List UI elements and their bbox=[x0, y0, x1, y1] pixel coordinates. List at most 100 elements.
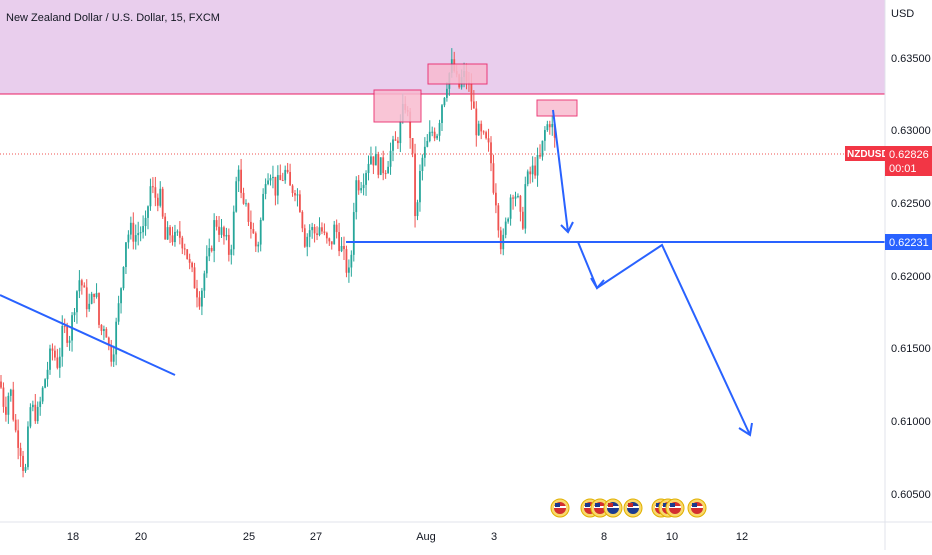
candle-body bbox=[492, 163, 495, 193]
candle-body bbox=[524, 184, 527, 229]
price-tick: 0.61500 bbox=[891, 343, 931, 355]
candle-body bbox=[232, 211, 235, 250]
projection-path[interactable] bbox=[577, 241, 751, 436]
projection-arrow[interactable] bbox=[552, 109, 569, 233]
top-marker-box[interactable] bbox=[373, 89, 422, 123]
candle-body bbox=[227, 234, 230, 255]
candle-body bbox=[110, 345, 113, 362]
au-flag-icon[interactable] bbox=[623, 498, 643, 518]
candle-body bbox=[367, 163, 370, 174]
candle-body bbox=[546, 124, 549, 131]
candle-body bbox=[443, 97, 446, 106]
trend-line[interactable] bbox=[0, 294, 176, 376]
candle-body bbox=[208, 247, 211, 257]
candle-body bbox=[389, 150, 392, 167]
candle-body bbox=[80, 280, 83, 286]
candle-body bbox=[83, 285, 86, 288]
time-tick: 12 bbox=[736, 531, 748, 543]
candle-body bbox=[531, 165, 534, 175]
top-marker-box[interactable] bbox=[427, 63, 488, 85]
candle-body bbox=[49, 348, 51, 370]
economic-events[interactable] bbox=[550, 498, 707, 518]
candle-body bbox=[193, 267, 196, 289]
candle-body bbox=[58, 356, 61, 368]
price-tick: 0.63000 bbox=[891, 125, 931, 137]
us-flag-icon[interactable] bbox=[665, 498, 685, 518]
candle-body bbox=[107, 337, 110, 346]
candle-body bbox=[98, 293, 100, 325]
support-level-value: 0.62231 bbox=[889, 237, 929, 249]
candle-body bbox=[360, 188, 363, 191]
candle-body bbox=[198, 297, 201, 307]
candle-body bbox=[399, 121, 402, 144]
candle-body bbox=[242, 192, 245, 204]
chart-title: New Zealand Dollar / U.S. Dollar, 15, FX… bbox=[6, 12, 220, 24]
candle-body bbox=[291, 185, 294, 194]
candle-body bbox=[9, 389, 12, 396]
candle-body bbox=[541, 140, 544, 157]
candle-body bbox=[431, 131, 434, 133]
candle-body bbox=[19, 447, 22, 456]
candle-body bbox=[397, 140, 399, 144]
candle-body bbox=[93, 293, 95, 297]
candle-body bbox=[352, 212, 355, 255]
candle-body bbox=[73, 312, 76, 316]
price-tick: 0.62500 bbox=[891, 198, 931, 210]
candle-body bbox=[264, 184, 267, 194]
candle-body bbox=[544, 130, 546, 141]
candle-body bbox=[394, 139, 397, 141]
candle-body bbox=[215, 220, 218, 227]
candle-body bbox=[2, 387, 5, 407]
candle-body bbox=[536, 155, 539, 176]
symbol-tag-label: NZDUSD bbox=[847, 149, 889, 160]
candle-body bbox=[250, 221, 252, 230]
time-tick: 8 bbox=[601, 531, 607, 543]
candle-body bbox=[78, 280, 81, 292]
candle-body bbox=[482, 131, 485, 133]
candle-body bbox=[7, 395, 10, 415]
candle-body bbox=[416, 202, 419, 217]
candle-body bbox=[436, 135, 438, 139]
us-flag-icon[interactable] bbox=[590, 498, 610, 518]
candle-body bbox=[370, 156, 372, 164]
candle-body bbox=[387, 166, 389, 174]
candle-body bbox=[490, 142, 492, 164]
top-marker-box[interactable] bbox=[536, 99, 578, 117]
candle-body bbox=[414, 153, 416, 217]
candle-body bbox=[161, 188, 164, 217]
flag-canton bbox=[608, 503, 613, 507]
candle-body bbox=[333, 224, 336, 245]
time-tick: Aug bbox=[416, 531, 436, 543]
candle-body bbox=[421, 157, 424, 171]
us-flag-icon[interactable] bbox=[687, 498, 707, 518]
candle-body bbox=[423, 146, 426, 158]
candle-body bbox=[103, 329, 105, 331]
candle-body bbox=[41, 387, 44, 402]
candle-body bbox=[31, 404, 34, 408]
candle-body bbox=[181, 237, 184, 249]
candle-body bbox=[365, 173, 367, 185]
candle-body bbox=[269, 178, 272, 181]
candle-body bbox=[487, 138, 490, 143]
candle-body bbox=[294, 193, 296, 196]
au-flag-icon[interactable] bbox=[603, 498, 623, 518]
candle-body bbox=[441, 105, 443, 124]
candle-body bbox=[205, 256, 208, 274]
candle-body bbox=[61, 326, 64, 357]
candle-body bbox=[392, 139, 394, 151]
candle-body bbox=[514, 196, 517, 199]
price-tick: 0.61000 bbox=[891, 416, 931, 428]
price-axis-currency: USD bbox=[891, 8, 914, 20]
candle-body bbox=[362, 184, 365, 189]
candle-body bbox=[152, 186, 154, 188]
candle-body bbox=[54, 350, 56, 358]
candle-body bbox=[178, 231, 181, 238]
candle-body bbox=[276, 175, 279, 196]
us-flag-icon[interactable] bbox=[550, 498, 570, 518]
candle-body bbox=[551, 123, 554, 128]
time-tick: 18 bbox=[67, 531, 79, 543]
candle-body bbox=[311, 227, 314, 231]
candle-body bbox=[325, 232, 328, 239]
